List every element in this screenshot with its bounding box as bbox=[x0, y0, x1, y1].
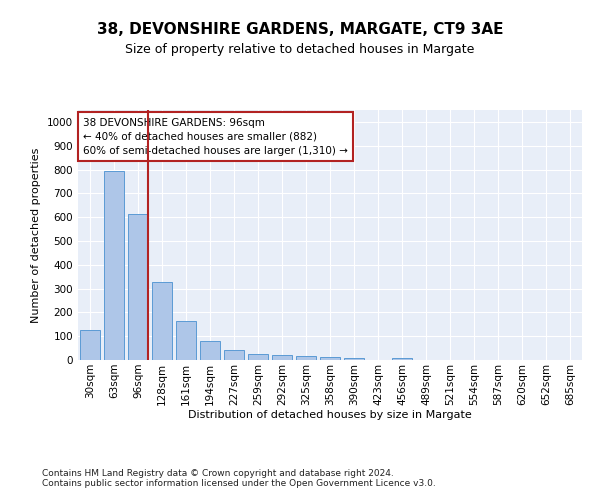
Bar bbox=[296, 356, 316, 360]
Bar bbox=[224, 350, 244, 360]
Bar bbox=[128, 214, 148, 360]
Text: Size of property relative to detached houses in Margate: Size of property relative to detached ho… bbox=[125, 42, 475, 56]
Bar bbox=[152, 282, 172, 360]
Text: 38, DEVONSHIRE GARDENS, MARGATE, CT9 3AE: 38, DEVONSHIRE GARDENS, MARGATE, CT9 3AE bbox=[97, 22, 503, 38]
X-axis label: Distribution of detached houses by size in Margate: Distribution of detached houses by size … bbox=[188, 410, 472, 420]
Bar bbox=[176, 321, 196, 360]
Text: 38 DEVONSHIRE GARDENS: 96sqm
← 40% of detached houses are smaller (882)
60% of s: 38 DEVONSHIRE GARDENS: 96sqm ← 40% of de… bbox=[83, 118, 348, 156]
Bar bbox=[392, 358, 412, 360]
Bar bbox=[200, 342, 220, 360]
Bar bbox=[104, 170, 124, 360]
Bar bbox=[344, 358, 364, 360]
Bar bbox=[248, 354, 268, 360]
Text: Contains public sector information licensed under the Open Government Licence v3: Contains public sector information licen… bbox=[42, 478, 436, 488]
Y-axis label: Number of detached properties: Number of detached properties bbox=[31, 148, 41, 322]
Bar bbox=[80, 330, 100, 360]
Bar bbox=[272, 354, 292, 360]
Text: Contains HM Land Registry data © Crown copyright and database right 2024.: Contains HM Land Registry data © Crown c… bbox=[42, 468, 394, 477]
Bar bbox=[320, 356, 340, 360]
